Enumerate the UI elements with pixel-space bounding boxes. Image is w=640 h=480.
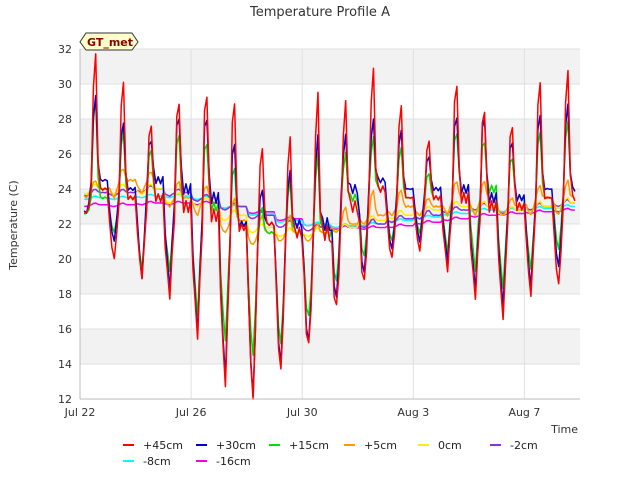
legend-label: +45cm xyxy=(143,439,183,452)
y-tick-label: 18 xyxy=(58,288,72,301)
badge-shape xyxy=(79,32,139,51)
legend-item-minus-16cm: -16cm xyxy=(196,455,251,468)
x-tick-label: Jul 22 xyxy=(64,406,96,419)
y-tick-label: 28 xyxy=(58,113,72,126)
axes xyxy=(79,49,580,400)
y-tick-label: 14 xyxy=(58,358,72,371)
legend-label: +15cm xyxy=(289,439,329,452)
legend-item-plusminus-45cm: +45cm xyxy=(123,439,183,452)
series-line-plusminus-45cm xyxy=(83,53,576,400)
legend-label: -16cm xyxy=(216,455,251,468)
series-line-plusminus-30cm xyxy=(83,94,576,397)
y-tick-label: 26 xyxy=(58,148,72,161)
plot-band xyxy=(80,119,580,154)
chart-title: Temperature Profile A xyxy=(249,5,390,20)
legend-label: -2cm xyxy=(510,439,538,452)
y-tick-label: 32 xyxy=(58,43,72,56)
y-tick-label: 30 xyxy=(58,78,72,91)
y-axis-label: Temperature (C) xyxy=(7,180,20,270)
legend-item-plusminus-15cm: +15cm xyxy=(269,439,329,452)
legend: +45cm +30cm +15cm +5cm 0cm -2cm -8cm -16cm xyxy=(123,439,538,468)
x-tick-labels: Jul 22 Jul 26 Jul 30 Aug 3 Aug 7 xyxy=(64,406,541,419)
legend-item-minus-8cm: -8cm xyxy=(123,455,171,468)
legend-item-plusminus-30cm: +30cm xyxy=(196,439,256,452)
legend-label: +5cm xyxy=(364,439,397,452)
plot-band xyxy=(80,49,580,84)
legend-item-0cm: 0cm xyxy=(418,439,462,452)
series-layer xyxy=(83,53,576,400)
y-tick-labels: 12 14 16 18 20 22 24 26 28 30 32 xyxy=(58,43,72,406)
legend-item-plusminus-5cm: +5cm xyxy=(344,439,397,452)
y-tick-label: 22 xyxy=(58,218,72,231)
y-tick-label: 20 xyxy=(58,253,72,266)
x-tick-label: Jul 30 xyxy=(286,406,318,419)
legend-label: +30cm xyxy=(216,439,256,452)
plot-band xyxy=(80,259,580,294)
x-axis-label: Time xyxy=(550,423,578,436)
site-badge: GT_met xyxy=(79,32,139,51)
y-tick-label: 16 xyxy=(58,323,72,336)
legend-label: 0cm xyxy=(438,439,462,452)
x-tick-label: Jul 26 xyxy=(175,406,207,419)
badge-label: GT_met xyxy=(87,36,133,49)
y-tick-label: 24 xyxy=(58,183,72,196)
legend-label: -8cm xyxy=(143,455,171,468)
x-tick-label: Aug 3 xyxy=(397,406,429,419)
x-tick-label: Aug 7 xyxy=(508,406,540,419)
legend-item-minus-2cm: -2cm xyxy=(490,439,538,452)
y-tick-label: 12 xyxy=(58,393,72,406)
plot-band xyxy=(80,329,580,364)
